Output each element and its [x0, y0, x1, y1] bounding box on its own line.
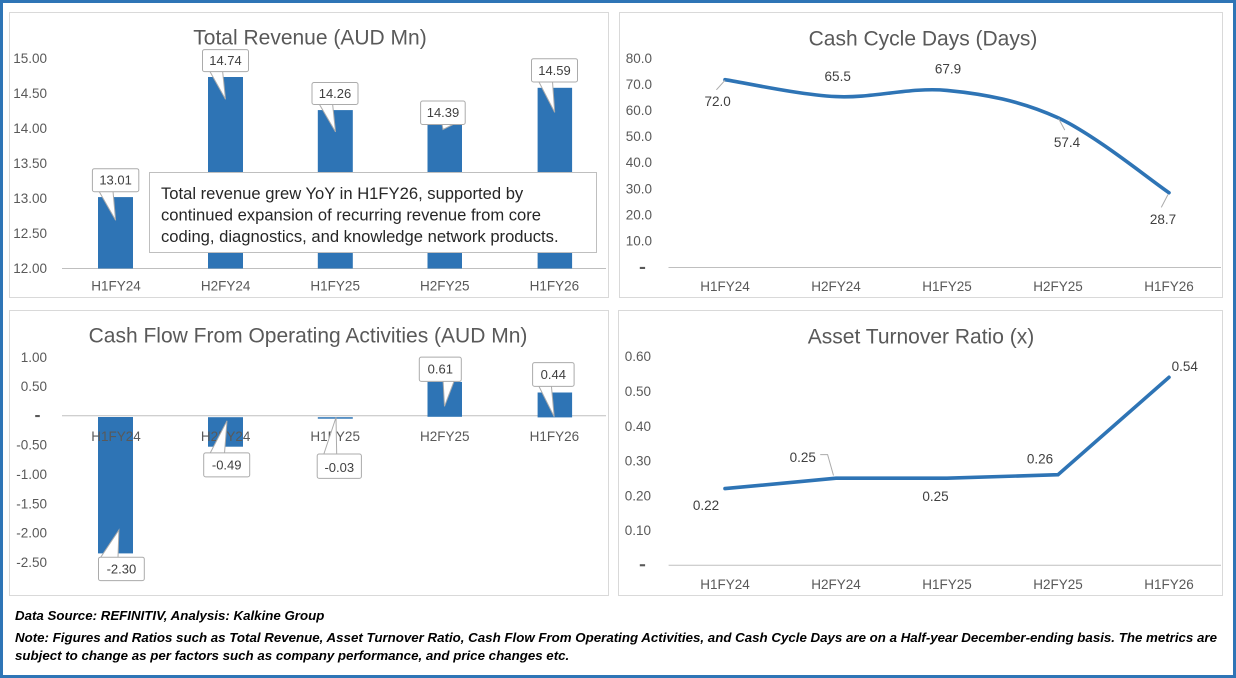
- svg-text:-1.00: -1.00: [16, 467, 47, 482]
- svg-text:H2FY25: H2FY25: [420, 429, 470, 444]
- svg-text:13.00: 13.00: [13, 191, 47, 206]
- svg-text:0.50: 0.50: [21, 379, 47, 394]
- svg-text:Cash Cycle Days (Days): Cash Cycle Days (Days): [809, 27, 1038, 50]
- svg-text:1.00: 1.00: [21, 350, 47, 365]
- svg-text:H1FY26: H1FY26: [530, 279, 580, 294]
- svg-text:0.44: 0.44: [541, 367, 566, 382]
- svg-text:Total Revenue (AUD Mn): Total Revenue (AUD Mn): [193, 27, 426, 50]
- svg-text:0.30: 0.30: [625, 454, 651, 469]
- svg-text:10.0: 10.0: [626, 234, 652, 249]
- svg-text:0.50: 0.50: [625, 384, 651, 399]
- svg-text:67.9: 67.9: [935, 62, 961, 77]
- svg-text:H2FY25: H2FY25: [1033, 577, 1083, 592]
- svg-text:H1FY25: H1FY25: [310, 279, 360, 294]
- svg-text:H2FY25: H2FY25: [1033, 279, 1083, 294]
- svg-text:14.39: 14.39: [427, 105, 460, 120]
- svg-text:12.50: 12.50: [13, 226, 47, 241]
- svg-text:0.20: 0.20: [625, 488, 651, 503]
- svg-text:80.0: 80.0: [626, 51, 652, 66]
- svg-text:14.00: 14.00: [13, 121, 47, 136]
- svg-text:-1.50: -1.50: [16, 496, 47, 511]
- svg-text:-2.50: -2.50: [16, 555, 47, 570]
- svg-text:70.0: 70.0: [626, 77, 652, 92]
- svg-text:13.01: 13.01: [99, 173, 132, 188]
- svg-text:-0.03: -0.03: [324, 460, 354, 475]
- svg-text:14.74: 14.74: [209, 53, 242, 68]
- svg-text:12.00: 12.00: [13, 261, 47, 276]
- svg-text:H1FY24: H1FY24: [700, 577, 750, 592]
- svg-text:Total revenue grew YoY in H1FY: Total revenue grew YoY in H1FY26, suppor…: [161, 184, 524, 203]
- svg-text:13.50: 13.50: [13, 156, 47, 171]
- svg-text:60.0: 60.0: [626, 103, 652, 118]
- svg-text:H2FY24: H2FY24: [811, 577, 861, 592]
- svg-text:H1FY25: H1FY25: [922, 279, 972, 294]
- svg-text:H1FY24: H1FY24: [91, 429, 141, 444]
- svg-text:0.60: 0.60: [625, 349, 651, 364]
- svg-text:-2.00: -2.00: [16, 526, 47, 541]
- svg-text:H1FY24: H1FY24: [91, 279, 141, 294]
- svg-text:15.00: 15.00: [13, 51, 47, 66]
- svg-text:0.61: 0.61: [428, 362, 453, 377]
- svg-text:-0.49: -0.49: [212, 457, 242, 472]
- svg-text:0.54: 0.54: [1172, 359, 1199, 374]
- svg-text:H2FY24: H2FY24: [201, 279, 251, 294]
- svg-text:20.0: 20.0: [626, 207, 652, 222]
- svg-text:40.0: 40.0: [626, 155, 652, 170]
- svg-text:H1FY25: H1FY25: [922, 577, 972, 592]
- svg-text:-0.50: -0.50: [16, 438, 47, 453]
- svg-text:14.50: 14.50: [13, 86, 47, 101]
- svg-text:H2FY24: H2FY24: [811, 279, 861, 294]
- svg-text:continued expansion of recurri: continued expansion of recurring revenue…: [161, 206, 541, 225]
- svg-text:65.5: 65.5: [825, 69, 851, 84]
- svg-text:0.25: 0.25: [922, 489, 948, 504]
- svg-text:H1FY26: H1FY26: [1144, 279, 1194, 294]
- svg-text:H1FY26: H1FY26: [1144, 577, 1194, 592]
- svg-text:50.0: 50.0: [626, 129, 652, 144]
- svg-text:Cash Flow From Operating Activ: Cash Flow From Operating Activities (AUD…: [89, 325, 528, 348]
- svg-text:14.26: 14.26: [319, 86, 352, 101]
- svg-text:57.4: 57.4: [1054, 135, 1081, 150]
- svg-text:14.59: 14.59: [538, 63, 571, 78]
- svg-text:28.7: 28.7: [1150, 212, 1176, 227]
- svg-text:0.40: 0.40: [625, 419, 651, 434]
- svg-text:0.25: 0.25: [790, 450, 816, 465]
- svg-text:H2FY25: H2FY25: [420, 279, 470, 294]
- svg-text:-2.30: -2.30: [107, 561, 137, 576]
- svg-text:0.10: 0.10: [625, 523, 651, 538]
- svg-text:72.0: 72.0: [704, 94, 730, 109]
- svg-text:0.26: 0.26: [1027, 452, 1053, 467]
- svg-text:30.0: 30.0: [626, 181, 652, 196]
- svg-text:Asset Turnover Ratio (x): Asset Turnover Ratio (x): [808, 326, 1034, 349]
- svg-text:H1FY26: H1FY26: [530, 429, 580, 444]
- svg-text:0.22: 0.22: [693, 498, 719, 513]
- svg-text:H1FY24: H1FY24: [700, 279, 750, 294]
- svg-text:coding, diagnostics, and knowl: coding, diagnostics, and knowledge netwo…: [161, 227, 559, 246]
